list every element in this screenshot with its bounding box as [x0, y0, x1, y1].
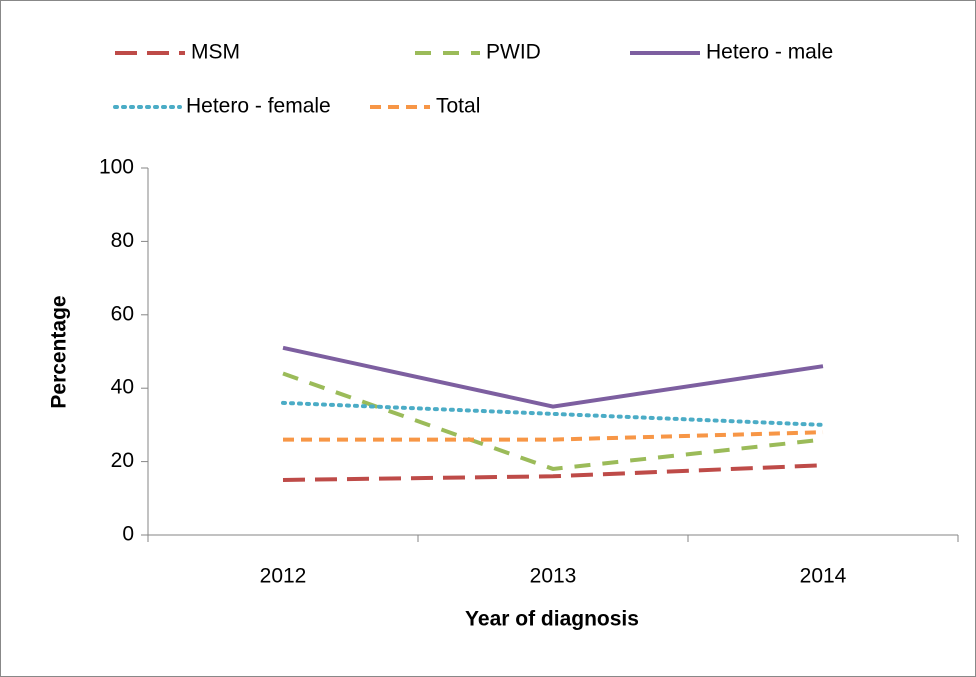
y-tick-label: 40 — [111, 376, 134, 399]
x-tick-label: 2012 — [260, 565, 307, 588]
y-axis-title: Percentage — [48, 295, 71, 408]
series-line — [281, 400, 825, 427]
y-tick-label: 80 — [111, 229, 134, 252]
y-tick-label: 60 — [111, 302, 134, 325]
x-axis-title: Year of diagnosis — [465, 608, 639, 631]
x-tick-label: 2013 — [530, 565, 577, 588]
y-tick-label: 100 — [99, 156, 134, 179]
legend-label: MSM — [191, 41, 240, 64]
series-line — [283, 430, 824, 442]
legend-label: Hetero - male — [706, 41, 833, 64]
legend-label: Hetero - female — [186, 95, 331, 118]
series-line — [282, 345, 824, 409]
series-line — [282, 463, 824, 482]
x-tick-label: 2014 — [800, 565, 847, 588]
legend-label: PWID — [486, 41, 541, 64]
legend-label: Total — [436, 95, 480, 118]
y-tick-label: 0 — [122, 523, 134, 546]
y-tick-label: 20 — [111, 449, 134, 472]
